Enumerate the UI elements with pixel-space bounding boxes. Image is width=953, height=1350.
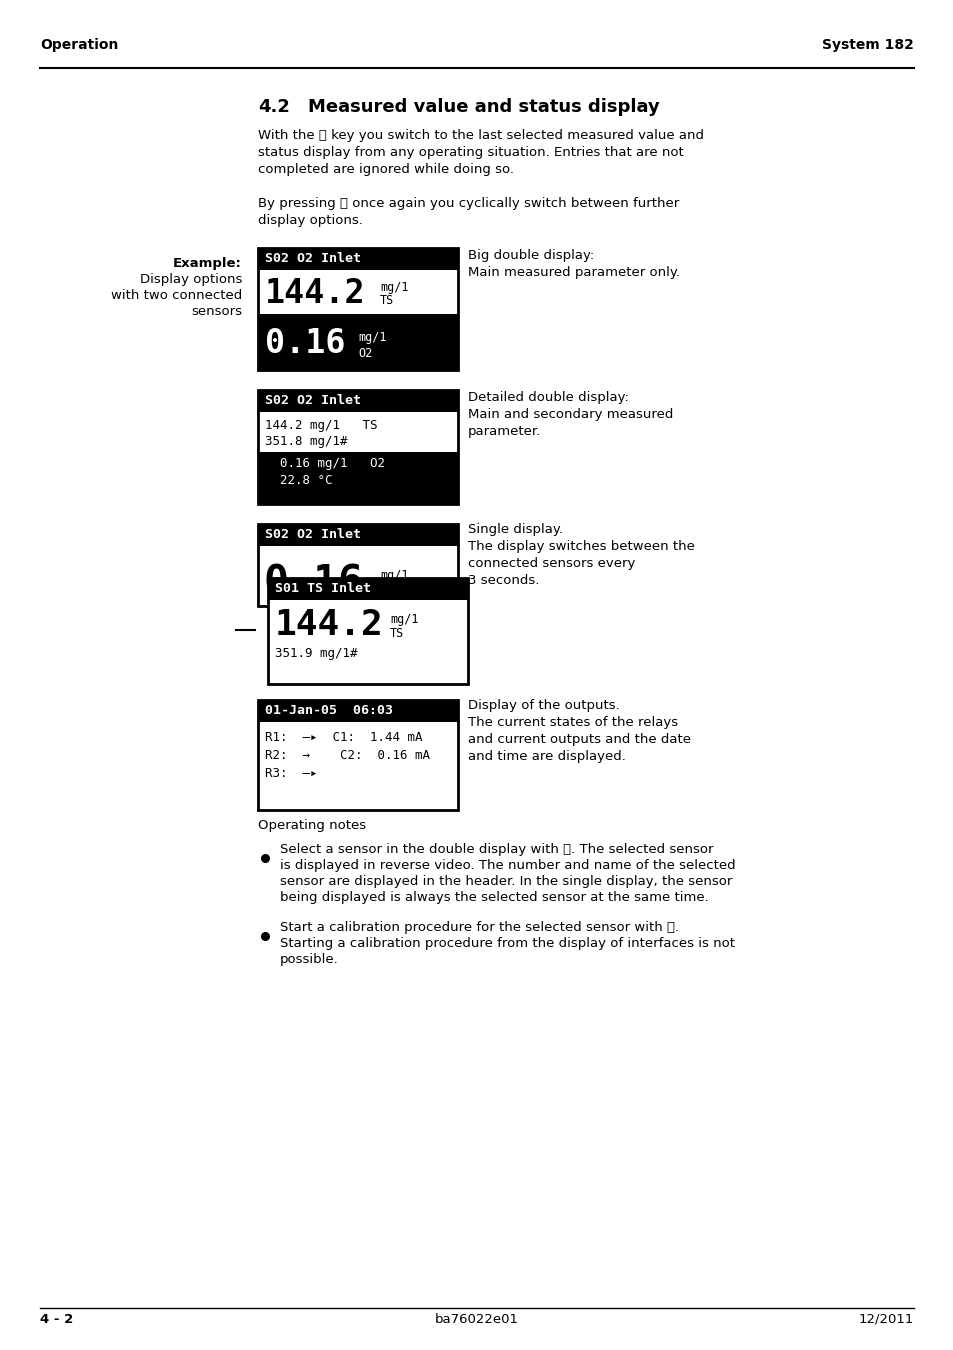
Text: The display switches between the: The display switches between the — [468, 540, 694, 553]
Text: 0.16: 0.16 — [264, 562, 364, 603]
Text: Operating notes: Operating notes — [257, 819, 366, 832]
Text: display options.: display options. — [257, 215, 362, 227]
Text: Single display.: Single display. — [468, 522, 562, 536]
Text: Select a sensor in the double display with ⓐ. The selected sensor: Select a sensor in the double display wi… — [280, 842, 713, 856]
Text: S02 O2 Inlet: S02 O2 Inlet — [265, 528, 360, 541]
Text: parameter.: parameter. — [468, 425, 540, 437]
Text: S01 TS Inlet: S01 TS Inlet — [274, 582, 371, 595]
Text: being displayed is always the selected sensor at the same time.: being displayed is always the selected s… — [280, 891, 708, 904]
Text: Example:: Example: — [172, 256, 242, 270]
Text: By pressing Ⓜ once again you cyclically switch between further: By pressing Ⓜ once again you cyclically … — [257, 197, 679, 211]
Bar — [257, 390, 457, 412]
Text: TS: TS — [390, 626, 404, 640]
Text: ba76022e01: ba76022e01 — [435, 1314, 518, 1326]
Text: Big double display:: Big double display: — [468, 248, 594, 262]
Text: R2:  →    C2:  0.16 mA: R2: → C2: 0.16 mA — [265, 749, 430, 761]
Text: 144.2 mg/1   TS: 144.2 mg/1 TS — [265, 418, 377, 432]
Text: connected sensors every: connected sensors every — [468, 558, 635, 570]
Text: completed are ignored while doing so.: completed are ignored while doing so. — [257, 163, 514, 176]
Bar — [257, 390, 457, 504]
Text: Start a calibration procedure for the selected sensor with Ⓒ.: Start a calibration procedure for the se… — [280, 921, 679, 934]
Text: Display of the outputs.: Display of the outputs. — [468, 699, 619, 711]
Bar — [257, 452, 457, 504]
Bar — [257, 248, 457, 370]
Text: S02 O2 Inlet: S02 O2 Inlet — [265, 394, 360, 406]
Text: 144.2: 144.2 — [265, 277, 365, 310]
Text: sensors: sensors — [191, 305, 242, 319]
Text: sensor are displayed in the header. In the single display, the sensor: sensor are displayed in the header. In t… — [280, 875, 732, 888]
Text: Detailed double display:: Detailed double display: — [468, 392, 628, 404]
Text: 4 - 2: 4 - 2 — [40, 1314, 73, 1326]
Bar — [257, 524, 457, 545]
Text: O2: O2 — [357, 347, 372, 360]
Bar — [257, 315, 457, 370]
Text: 4.2: 4.2 — [257, 99, 290, 116]
Text: Main and secondary measured: Main and secondary measured — [468, 408, 673, 421]
Text: 01-Jan-05  06:03: 01-Jan-05 06:03 — [265, 703, 393, 717]
Text: TS: TS — [379, 294, 394, 306]
Text: 0.16: 0.16 — [265, 327, 345, 360]
Text: 0.16 mg/1   O2: 0.16 mg/1 O2 — [265, 458, 385, 470]
Text: and current outputs and the date: and current outputs and the date — [468, 733, 690, 747]
Text: S02 O2 Inlet: S02 O2 Inlet — [265, 252, 360, 265]
Text: R3:  —▸: R3: —▸ — [265, 767, 317, 780]
Text: mg/1: mg/1 — [379, 281, 408, 294]
Text: Display options: Display options — [139, 273, 242, 286]
Text: 351.9 mg/1#: 351.9 mg/1# — [274, 647, 357, 660]
Bar — [257, 701, 457, 810]
Text: 12/2011: 12/2011 — [858, 1314, 913, 1326]
Text: mg/1: mg/1 — [379, 568, 408, 582]
Bar — [268, 578, 468, 599]
Text: R1:  —▸  C1:  1.44 mA: R1: —▸ C1: 1.44 mA — [265, 730, 422, 744]
Text: The current states of the relays: The current states of the relays — [468, 716, 678, 729]
Text: 22.8 °C: 22.8 °C — [265, 474, 333, 487]
Text: and time are displayed.: and time are displayed. — [468, 751, 625, 763]
Text: Measured value and status display: Measured value and status display — [308, 99, 659, 116]
Text: 351.8 mg/1#: 351.8 mg/1# — [265, 435, 347, 448]
Bar — [257, 248, 457, 270]
Text: 3 seconds.: 3 seconds. — [468, 574, 538, 587]
Text: is displayed in reverse video. The number and name of the selected: is displayed in reverse video. The numbe… — [280, 859, 735, 872]
Text: With the Ⓜ key you switch to the last selected measured value and: With the Ⓜ key you switch to the last se… — [257, 130, 703, 142]
Text: mg/1: mg/1 — [357, 331, 386, 344]
Bar — [268, 578, 468, 684]
Text: with two connected: with two connected — [111, 289, 242, 302]
Text: System 182: System 182 — [821, 38, 913, 53]
Text: possible.: possible. — [280, 953, 338, 967]
Text: Operation: Operation — [40, 38, 118, 53]
Text: status display from any operating situation. Entries that are not: status display from any operating situat… — [257, 146, 683, 159]
Text: 144.2: 144.2 — [274, 608, 383, 643]
Text: Starting a calibration procedure from the display of interfaces is not: Starting a calibration procedure from th… — [280, 937, 734, 950]
Bar — [257, 701, 457, 722]
Bar — [257, 524, 457, 606]
Text: Main measured parameter only.: Main measured parameter only. — [468, 266, 679, 279]
Text: mg/1: mg/1 — [390, 613, 418, 626]
